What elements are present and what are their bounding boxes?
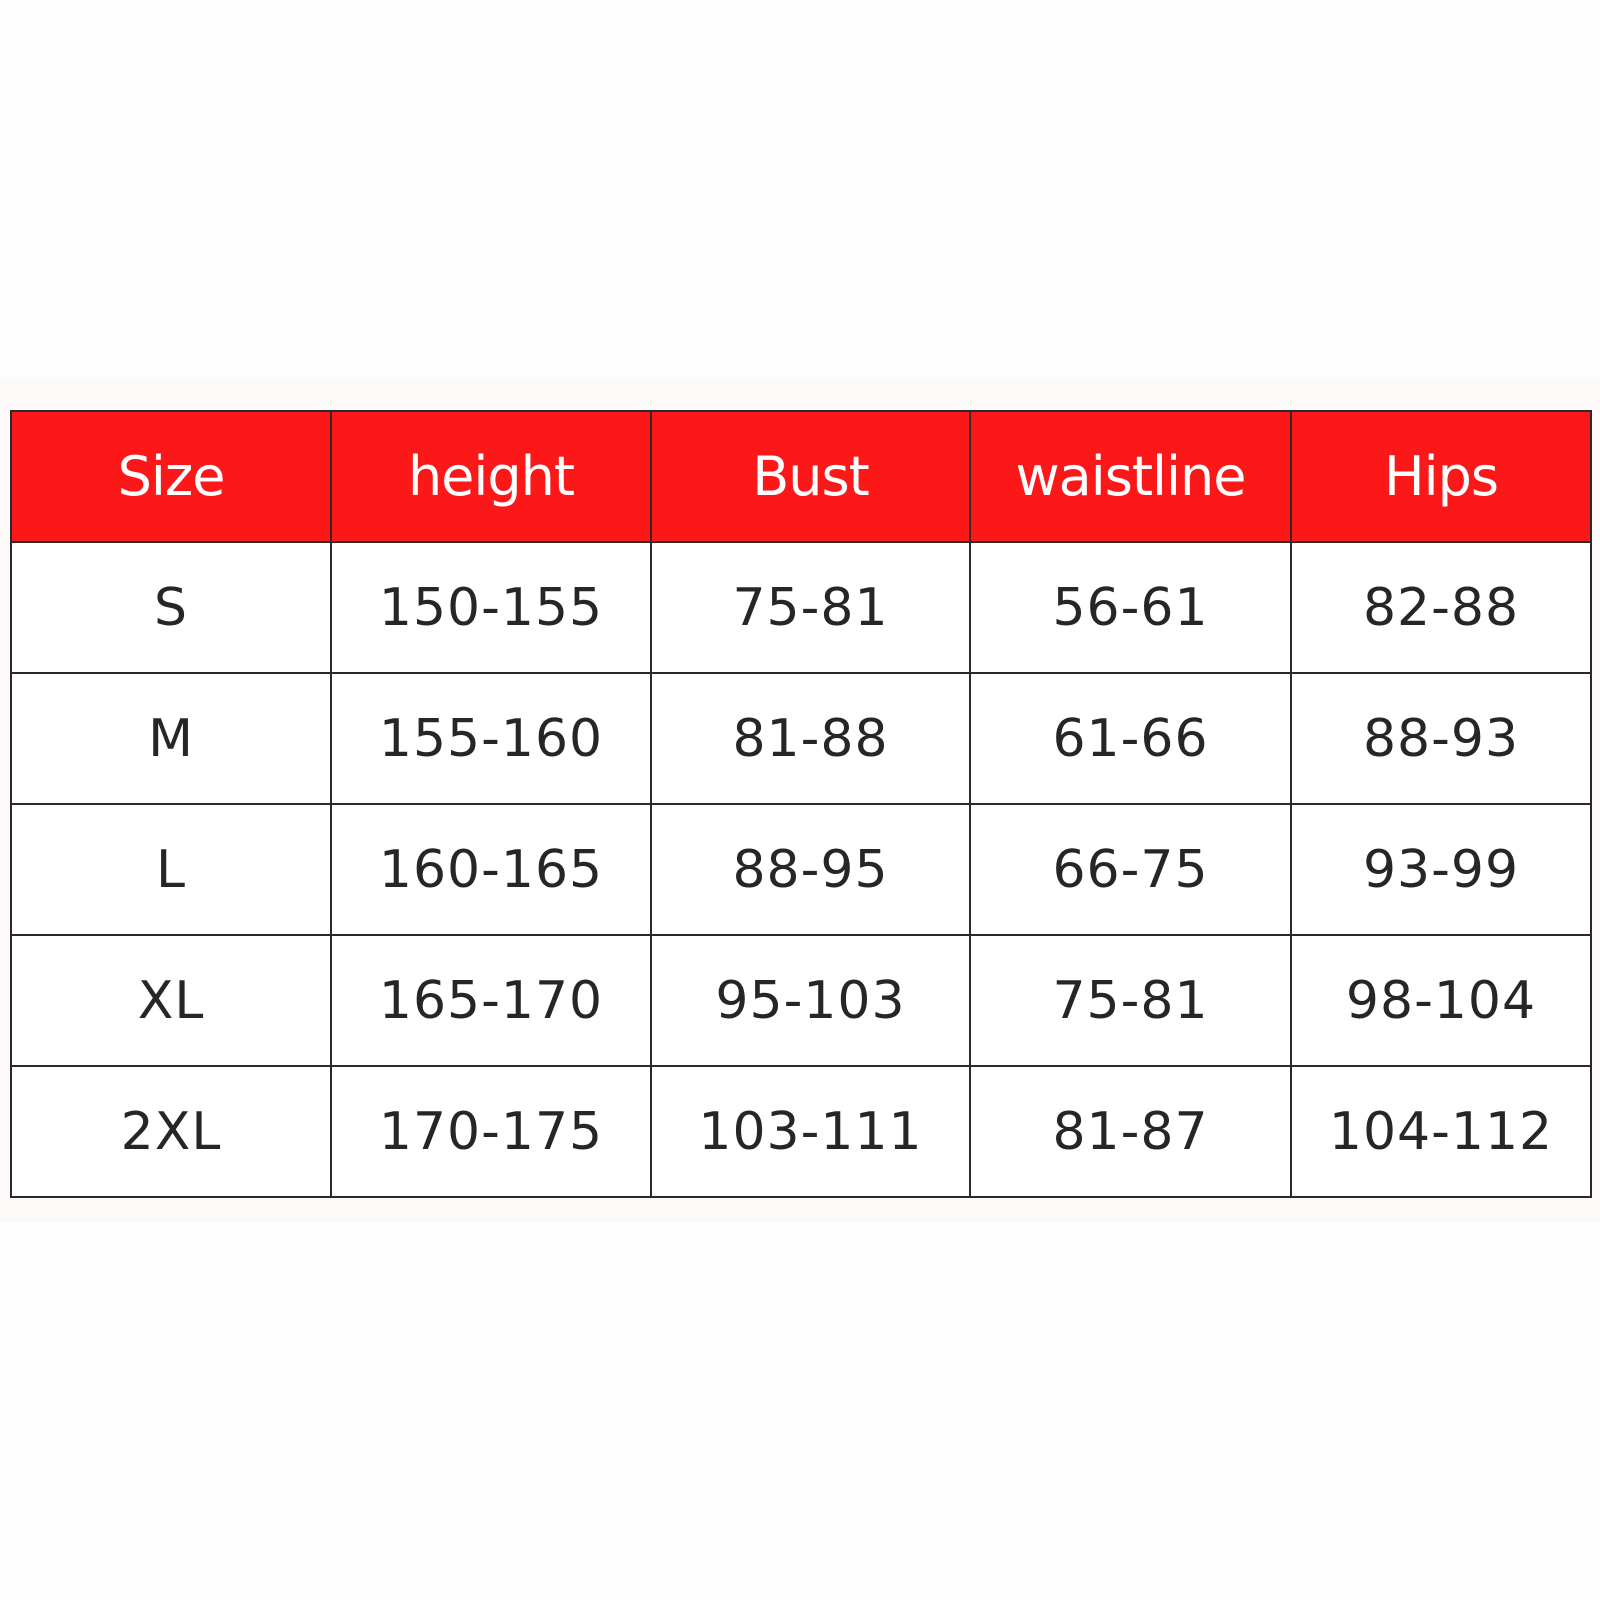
cell-size: 2XL bbox=[10, 1065, 332, 1198]
table-row: M 155-160 81-88 61-66 88-93 bbox=[10, 672, 1592, 805]
cell-hips: 93-99 bbox=[1290, 803, 1592, 936]
cell-waistline: 81-87 bbox=[969, 1065, 1292, 1198]
cell-height: 155-160 bbox=[330, 672, 652, 805]
cell-hips: 104-112 bbox=[1290, 1065, 1592, 1198]
cell-size: XL bbox=[10, 934, 332, 1067]
cell-hips: 88-93 bbox=[1290, 672, 1592, 805]
cell-size: M bbox=[10, 672, 332, 805]
cell-bust: 81-88 bbox=[650, 672, 971, 805]
table-row: S 150-155 75-81 56-61 82-88 bbox=[10, 541, 1592, 674]
cell-height: 160-165 bbox=[330, 803, 652, 936]
table-row: 2XL 170-175 103-111 81-87 104-112 bbox=[10, 1065, 1592, 1198]
cell-hips: 98-104 bbox=[1290, 934, 1592, 1067]
cell-waistline: 66-75 bbox=[969, 803, 1292, 936]
cell-bust: 103-111 bbox=[650, 1065, 971, 1198]
header-waistline: waistline bbox=[969, 410, 1292, 543]
header-hips: Hips bbox=[1290, 410, 1592, 543]
cell-height: 150-155 bbox=[330, 541, 652, 674]
cell-waistline: 61-66 bbox=[969, 672, 1292, 805]
header-height: height bbox=[330, 410, 652, 543]
cell-height: 165-170 bbox=[330, 934, 652, 1067]
cell-bust: 95-103 bbox=[650, 934, 971, 1067]
table-row: L 160-165 88-95 66-75 93-99 bbox=[10, 803, 1592, 936]
cell-size: L bbox=[10, 803, 332, 936]
cell-bust: 88-95 bbox=[650, 803, 971, 936]
header-row: Size height Bust waistline Hips bbox=[10, 410, 1592, 543]
header-size: Size bbox=[10, 410, 332, 543]
table-row: XL 165-170 95-103 75-81 98-104 bbox=[10, 934, 1592, 1067]
cell-hips: 82-88 bbox=[1290, 541, 1592, 674]
header-bust: Bust bbox=[650, 410, 971, 543]
cell-waistline: 75-81 bbox=[969, 934, 1292, 1067]
cell-bust: 75-81 bbox=[650, 541, 971, 674]
cell-size: S bbox=[10, 541, 332, 674]
size-chart-table: Size height Bust waistline Hips S 150-155… bbox=[10, 410, 1592, 1198]
cell-waistline: 56-61 bbox=[969, 541, 1292, 674]
cell-height: 170-175 bbox=[330, 1065, 652, 1198]
